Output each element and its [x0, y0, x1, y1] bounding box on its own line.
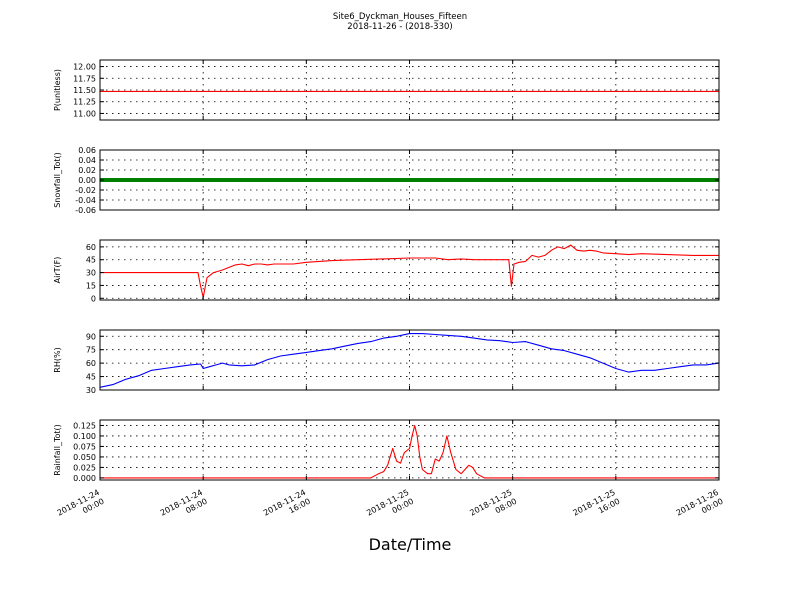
y-tick-label: 0	[91, 294, 96, 303]
subplot-1: 12.00 11.75 11.50 11.25 11.00 P(unitless)	[53, 59, 720, 121]
y-tick-label: 30	[86, 386, 96, 395]
y-tick-label: 30	[86, 269, 96, 278]
y-tick-label: 45	[86, 256, 96, 265]
y-axis-label: Rainfall_Tot()	[53, 424, 62, 476]
y-axis-label: Snowfall_Tot()	[53, 152, 62, 208]
y-tick-label: -0.04	[75, 196, 96, 205]
y-tick-label: 0.06	[78, 146, 96, 155]
y-tick-label: 60	[86, 243, 96, 252]
y-tick-label: 75	[86, 346, 96, 355]
y-tick-label: 12.00	[73, 63, 96, 72]
y-tick-label: 0.000	[73, 474, 96, 483]
y-tick-label: 11.25	[73, 98, 96, 107]
subplot-4: 90 75 60 45 30 RH(%)	[53, 329, 720, 395]
y-tick-label: 11.50	[73, 86, 96, 95]
y-tick-label: 0.02	[78, 166, 96, 175]
y-tick-label: 45	[86, 373, 96, 382]
subplot-3: 60 45 30 15 0 AirT(F)	[53, 239, 720, 303]
y-tick-label: 0.075	[73, 442, 96, 451]
y-tick-label: 15	[86, 281, 96, 290]
series-line	[99, 333, 720, 388]
y-tick-label: 0.100	[73, 432, 96, 441]
y-tick-label: 11.75	[73, 74, 96, 83]
y-tick-label: 90	[86, 332, 96, 341]
series-line	[100, 424, 719, 479]
y-tick-label: 0.04	[78, 156, 96, 165]
y-axis-label: P(unitless)	[53, 69, 62, 111]
figure-title: Site6_Dyckman_Houses_Fifteen	[333, 12, 467, 22]
y-tick-label: 0.125	[73, 421, 96, 430]
y-tick-label: 0.025	[73, 463, 96, 472]
y-tick-label: 0.050	[73, 453, 96, 462]
subplots: 12.00 11.75 11.50 11.25 11.00 P(unitless) 0.06…	[53, 59, 720, 483]
y-axis-label: RH(%)	[53, 347, 62, 372]
x-axis-label: Date/Time	[369, 535, 452, 554]
y-tick-label: -0.06	[75, 206, 96, 215]
y-tick-label: -0.02	[75, 186, 96, 195]
y-tick-label: 0.00	[78, 176, 96, 185]
figure-subtitle: 2018-11-26 - (2018-330)	[347, 22, 452, 32]
y-tick-label: 11.00	[73, 109, 96, 118]
y-axis-label: AirT(F)	[53, 257, 62, 284]
subplot-2: 0.060.040.020.00-0.02-0.04-0.06 Snowfall_…	[53, 146, 720, 215]
series-line	[100, 244, 719, 298]
y-tick-label: 60	[86, 359, 96, 368]
